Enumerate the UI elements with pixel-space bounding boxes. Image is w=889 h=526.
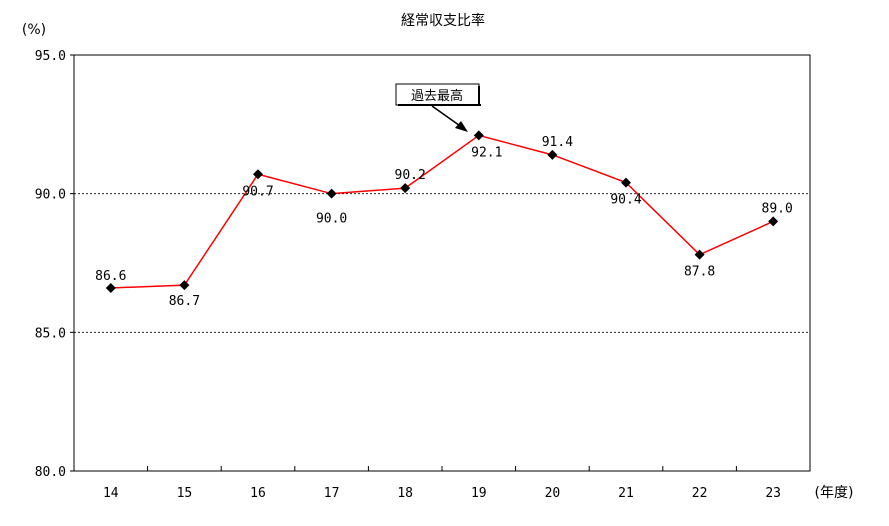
x-tick-label: 17 [324,486,340,501]
annotation-text: 過去最高 [411,88,463,104]
data-point [547,149,558,160]
x-axis: 14 15 16 17 18 19 20 21 22 23 [103,466,781,501]
data-label: 90.7 [242,184,273,199]
y-axis-unit: (%) [22,22,46,38]
data-point [473,130,484,141]
plot-area [73,54,811,472]
y-tick-label: 95.0 [35,49,66,64]
gridlines [74,193,810,333]
data-point [621,177,631,188]
data-label: 90.4 [610,193,641,208]
data-label: 91.4 [542,135,573,150]
x-tick-label: 22 [692,486,708,501]
x-tick-label: 23 [765,486,781,501]
annotation-arrowhead [455,121,468,132]
data-label: 90.0 [316,212,347,227]
x-tick-label: 18 [397,486,413,501]
series-line-group [110,134,774,289]
markers [105,130,779,293]
data-label: 87.8 [684,265,715,280]
annotation-arrow [431,105,464,129]
y-tick-label: 90.0 [35,188,66,203]
x-tick-label: 21 [618,486,634,501]
chart-title: 経常収支比率 [401,12,485,29]
data-label: 89.0 [762,201,793,216]
x-tick-label: 16 [250,486,266,501]
annotation-callout: 過去最高 [395,83,481,132]
data-point [326,188,337,199]
y-axis: 80.0 85.0 90.0 95.0 [35,49,74,480]
data-point [179,280,190,291]
series-line [110,134,774,289]
x-axis-unit: (年度) [815,485,854,501]
x-tick-label: 14 [103,486,119,501]
data-label: 90.2 [395,168,426,183]
data-label: 86.6 [95,269,126,284]
data-point [105,282,116,293]
data-label: 92.1 [471,145,502,160]
x-tick-label: 15 [177,486,193,501]
data-point [253,169,263,180]
data-point [400,183,411,194]
x-tick-label: 19 [471,486,487,501]
x-tick-label: 20 [545,486,561,501]
data-point [768,216,779,227]
data-labels: 86.6 86.7 90.7 90.0 90.2 92.1 91.4 90.4 87.8 89.0 [95,135,793,309]
data-label: 86.7 [169,294,200,309]
y-tick-label: 80.0 [35,465,66,480]
data-point [694,249,705,260]
y-tick-label: 85.0 [35,326,66,341]
